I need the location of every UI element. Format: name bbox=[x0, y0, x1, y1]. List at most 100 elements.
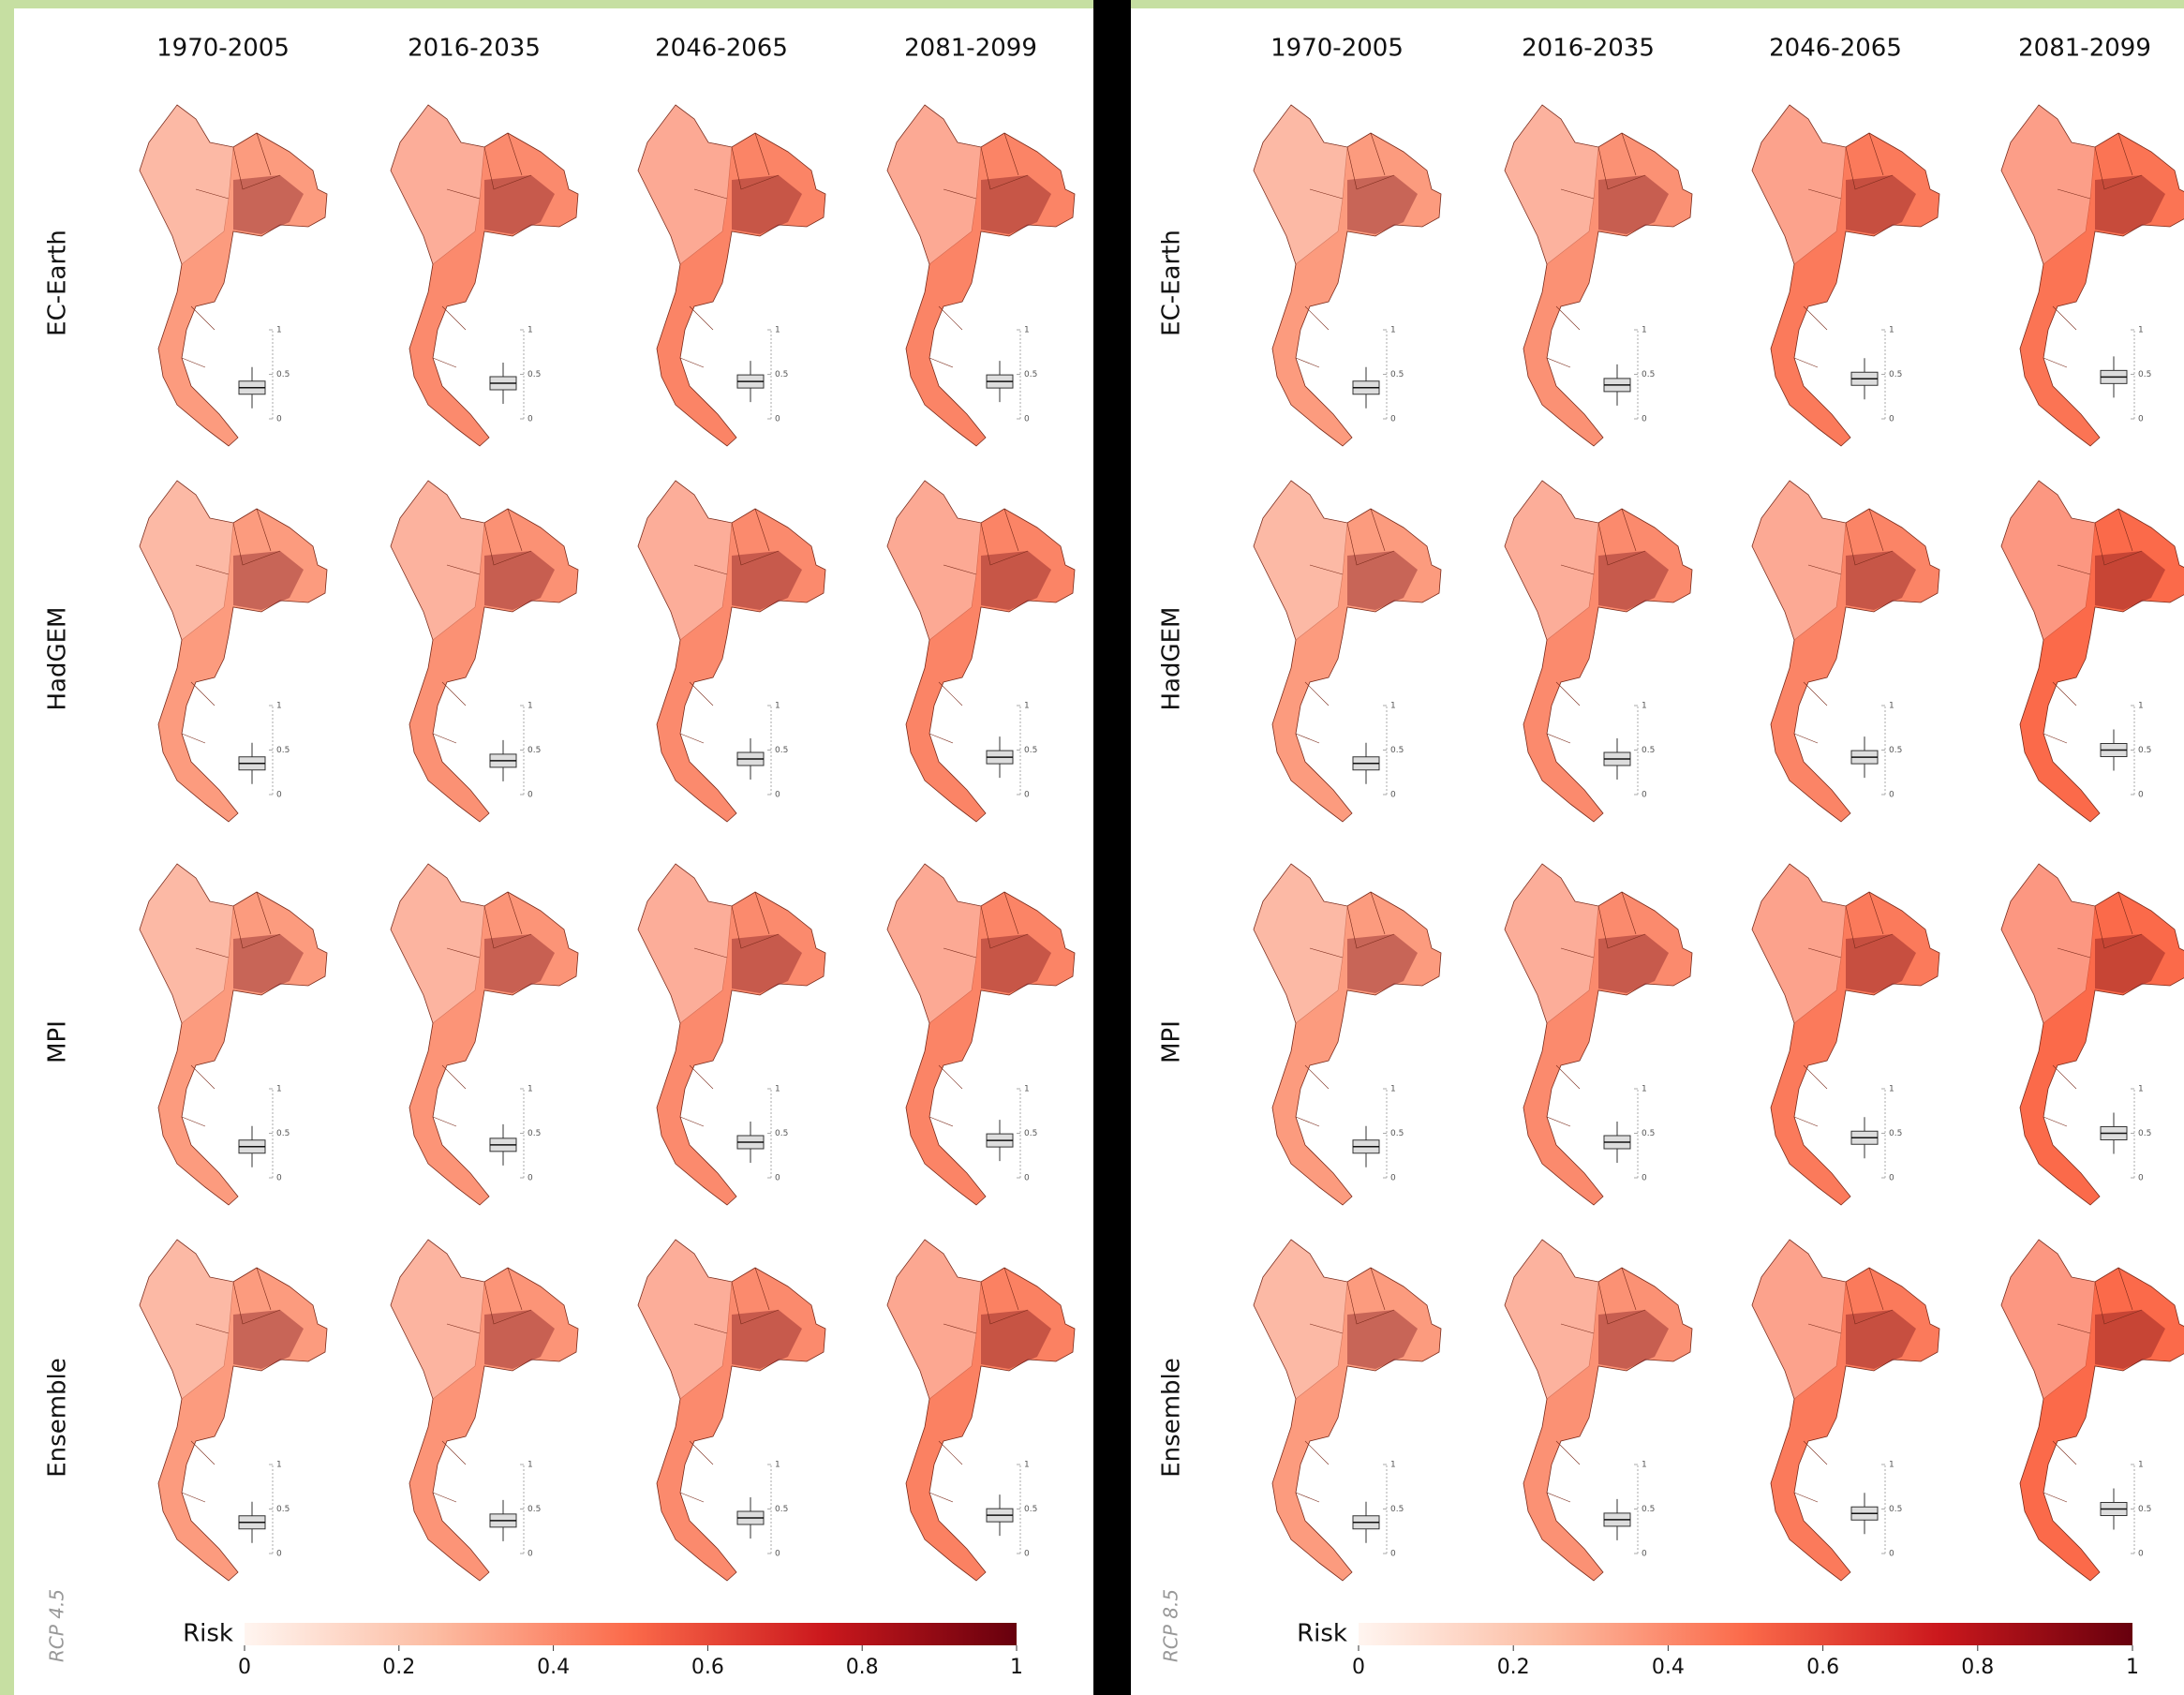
box-tick-label: 0 bbox=[1024, 1174, 1030, 1183]
box-tick-label: 0.5 bbox=[1889, 746, 1902, 755]
row-label: EC-Earth bbox=[44, 230, 72, 336]
box-tick-label: 0 bbox=[775, 415, 780, 424]
box-tick-label: 0.5 bbox=[1642, 746, 1655, 755]
box-tick-label: 0.5 bbox=[1642, 370, 1655, 379]
box-tick-label: 0.5 bbox=[775, 1129, 788, 1138]
column-header: 1970-2005 bbox=[1270, 35, 1404, 63]
column-header: 2081-2099 bbox=[2018, 35, 2151, 63]
box-tick-label: 1 bbox=[1889, 1461, 1894, 1470]
box-tick-label: 0 bbox=[527, 415, 533, 424]
box-tick-label: 1 bbox=[1642, 702, 1647, 711]
colorbar-tick-label: 0.2 bbox=[1497, 1656, 1530, 1679]
box-tick-label: 0.5 bbox=[527, 1505, 541, 1514]
box-tick-label: 0.5 bbox=[775, 1505, 788, 1514]
box-tick-label: 0.5 bbox=[1642, 1129, 1655, 1138]
divider bbox=[1093, 0, 1131, 1695]
box-tick-label: 1 bbox=[527, 702, 533, 711]
box-tick-label: 0.5 bbox=[1024, 1505, 1037, 1514]
box-tick-label: 0 bbox=[1889, 1174, 1894, 1183]
box-tick-label: 0 bbox=[1024, 415, 1030, 424]
row-label: MPI bbox=[44, 1020, 72, 1063]
box-tick-label: 1 bbox=[1390, 326, 1396, 335]
box-tick-label: 0 bbox=[1889, 791, 1894, 800]
box-tick-label: 1 bbox=[1390, 1085, 1396, 1094]
box-tick-label: 0.5 bbox=[1390, 370, 1404, 379]
box-tick-label: 0 bbox=[276, 415, 282, 424]
box-tick-label: 1 bbox=[527, 326, 533, 335]
row-label: MPI bbox=[1158, 1020, 1186, 1063]
box-tick-label: 1 bbox=[1889, 326, 1894, 335]
box-tick-label: 0 bbox=[276, 1174, 282, 1183]
box-tick-label: 0 bbox=[527, 1550, 533, 1559]
box-tick-label: 1 bbox=[1390, 702, 1396, 711]
row-label: HadGEM bbox=[44, 607, 72, 711]
colorbar-tick-label: 0.4 bbox=[1652, 1656, 1685, 1679]
box-tick-label: 1 bbox=[1390, 1461, 1396, 1470]
box-tick-label: 0 bbox=[775, 1550, 780, 1559]
box-tick-label: 0 bbox=[1889, 1550, 1894, 1559]
column-header: 2081-2099 bbox=[904, 35, 1037, 63]
box-tick-label: 1 bbox=[1889, 1085, 1894, 1094]
column-header: 1970-2005 bbox=[156, 35, 290, 63]
colorbar-tick-label: 0.6 bbox=[1806, 1656, 1839, 1679]
box-tick-label: 0 bbox=[2138, 1550, 2144, 1559]
box-tick-label: 0 bbox=[1642, 791, 1647, 800]
box-tick-label: 1 bbox=[527, 1085, 533, 1094]
box-tick-label: 1 bbox=[775, 702, 780, 711]
scenario-label: RCP 4.5 bbox=[46, 1589, 68, 1662]
box-tick-label: 0 bbox=[1390, 1550, 1396, 1559]
row-label: Ensemble bbox=[1158, 1358, 1186, 1478]
box-tick-label: 0.5 bbox=[1642, 1505, 1655, 1514]
box-tick-label: 0.5 bbox=[1390, 1505, 1404, 1514]
colorbar-tick-label: 0.8 bbox=[846, 1656, 879, 1679]
box-tick-label: 1 bbox=[1024, 326, 1030, 335]
box-tick-label: 1 bbox=[1024, 702, 1030, 711]
box-tick-label: 0 bbox=[775, 1174, 780, 1183]
row-label: EC-Earth bbox=[1158, 230, 1186, 336]
box-tick-label: 1 bbox=[775, 1461, 780, 1470]
box-tick-label: 0 bbox=[1024, 791, 1030, 800]
box-tick-label: 1 bbox=[775, 326, 780, 335]
box-tick-label: 0.5 bbox=[527, 370, 541, 379]
box-tick-label: 0.5 bbox=[1889, 1505, 1902, 1514]
box-tick-label: 0.5 bbox=[527, 1129, 541, 1138]
box-tick-label: 0.5 bbox=[2138, 1129, 2151, 1138]
box-tick-label: 1 bbox=[2138, 326, 2144, 335]
box-tick-label: 1 bbox=[527, 1461, 533, 1470]
box-tick-label: 0.5 bbox=[2138, 370, 2151, 379]
box-tick-label: 1 bbox=[775, 1085, 780, 1094]
box-tick-label: 0.5 bbox=[527, 746, 541, 755]
box-tick-label: 0 bbox=[527, 791, 533, 800]
box-tick-label: 0.5 bbox=[276, 1505, 290, 1514]
box-tick-label: 1 bbox=[1024, 1461, 1030, 1470]
box-tick-label: 0 bbox=[2138, 415, 2144, 424]
box-tick-label: 0.5 bbox=[1024, 1129, 1037, 1138]
box-tick-label: 1 bbox=[1642, 1461, 1647, 1470]
box-tick-label: 0 bbox=[1024, 1550, 1030, 1559]
box-tick-label: 0.5 bbox=[1390, 1129, 1404, 1138]
colorbar-tick-label: 0.6 bbox=[691, 1656, 724, 1679]
box-tick-label: 0 bbox=[1642, 1174, 1647, 1183]
colorbar-tick-label: 0 bbox=[238, 1656, 251, 1679]
box-tick-label: 1 bbox=[2138, 1461, 2144, 1470]
box-tick-label: 0.5 bbox=[1889, 1129, 1902, 1138]
row-label: HadGEM bbox=[1158, 607, 1186, 711]
box-tick-label: 0.5 bbox=[1024, 746, 1037, 755]
box-tick-label: 1 bbox=[276, 1461, 282, 1470]
column-header: 2046-2065 bbox=[1769, 35, 1902, 63]
colorbar-tick-label: 0 bbox=[1352, 1656, 1365, 1679]
box-tick-label: 0 bbox=[1390, 1174, 1396, 1183]
colorbar-title: Risk bbox=[1297, 1620, 1347, 1648]
colorbar-tick-label: 1 bbox=[2126, 1656, 2139, 1679]
box-tick-label: 0 bbox=[2138, 791, 2144, 800]
box-tick-label: 0 bbox=[2138, 1174, 2144, 1183]
box-tick-label: 0.5 bbox=[276, 746, 290, 755]
colorbar-tick-label: 0.8 bbox=[1961, 1656, 1994, 1679]
page: {"panels": [ {"scenario": "RCP 4.5", "co… bbox=[0, 0, 2184, 1695]
colorbar bbox=[1359, 1623, 2132, 1645]
column-header: 2016-2035 bbox=[408, 35, 541, 63]
box-tick-label: 0 bbox=[527, 1174, 533, 1183]
colorbar-title: Risk bbox=[183, 1620, 233, 1648]
box-tick-label: 0.5 bbox=[276, 1129, 290, 1138]
box-tick-label: 1 bbox=[1642, 1085, 1647, 1094]
